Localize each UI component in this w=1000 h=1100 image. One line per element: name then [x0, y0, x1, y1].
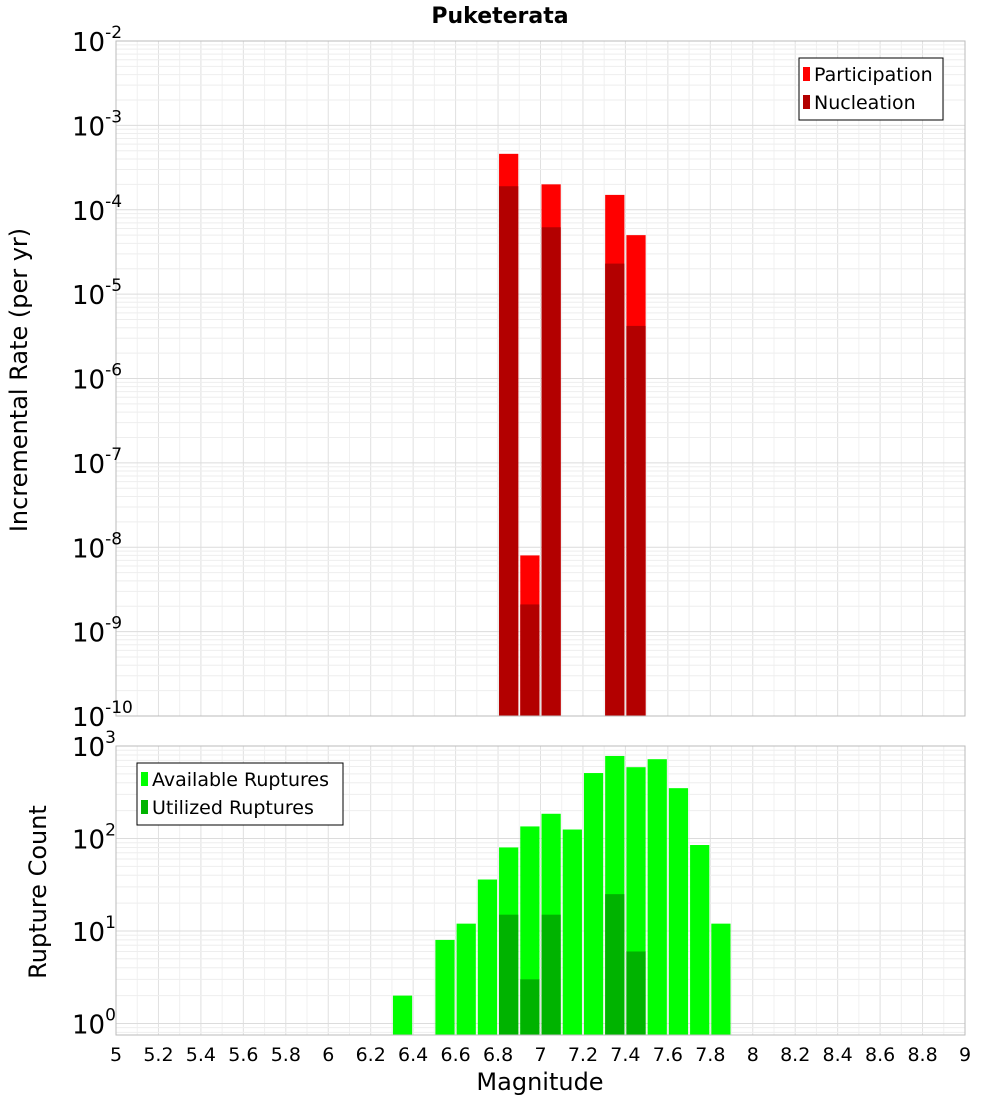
legend-swatch — [803, 67, 810, 81]
x-tick-label: 7 — [534, 1044, 546, 1066]
y-tick-label: 10-5 — [72, 276, 122, 311]
y-tick-label: 10-6 — [72, 361, 122, 396]
y-tick-label: 10-10 — [72, 698, 133, 733]
bottom-y-axis-label: Rupture Count — [24, 805, 52, 979]
bar-utilized-ruptures — [520, 979, 540, 1035]
bars — [499, 153, 646, 716]
x-tick-label: 8.2 — [780, 1044, 810, 1066]
x-tick-label: 8.6 — [865, 1044, 895, 1066]
x-tick-label: 5.2 — [143, 1044, 173, 1066]
y-tick-label: 10-4 — [72, 192, 122, 227]
bars — [392, 755, 731, 1035]
bar-available-ruptures — [711, 923, 731, 1035]
bar-nucleation — [605, 263, 625, 716]
y-tick-label: 102 — [72, 820, 116, 855]
bar-available-ruptures — [583, 773, 604, 1035]
grid — [116, 41, 965, 716]
bar-available-ruptures — [690, 845, 710, 1035]
x-tick-label: 9 — [959, 1044, 971, 1066]
legend-swatch — [141, 800, 148, 814]
x-tick-label: 7.4 — [610, 1044, 640, 1066]
bar-nucleation — [626, 325, 646, 716]
bar-utilized-ruptures — [499, 914, 519, 1035]
legend-label: Utilized Ruptures — [152, 797, 314, 819]
x-tick-label: 6.2 — [356, 1044, 386, 1066]
legend-label: Available Ruptures — [152, 769, 329, 791]
bar-nucleation — [499, 186, 519, 716]
y-tick-label: 100 — [72, 1005, 116, 1040]
x-tick-label: 8 — [747, 1044, 759, 1066]
legend-swatch — [141, 772, 148, 786]
chart-title: Puketerata — [431, 4, 568, 29]
y-tick-label: 10-8 — [72, 529, 122, 564]
bar-available-ruptures — [392, 995, 413, 1035]
bar-available-ruptures — [456, 923, 476, 1035]
x-tick-label: 6 — [322, 1044, 334, 1066]
legend: Available Ruptures Utilized Ruptures — [136, 762, 344, 826]
y-tick-label: 103 — [72, 728, 116, 763]
x-tick-label: 5 — [110, 1044, 122, 1066]
y-tick-label: 10-9 — [72, 614, 122, 649]
x-tick-label: 7.2 — [568, 1044, 598, 1066]
top-y-axis-label: Incremental Rate (per yr) — [5, 228, 33, 532]
x-axis-label: Magnitude — [476, 1068, 603, 1096]
legend-label: Participation — [814, 64, 933, 86]
bar-available-ruptures — [668, 788, 689, 1035]
bar-available-ruptures — [562, 829, 582, 1035]
bar-nucleation — [520, 604, 540, 716]
x-tick-label: 8.8 — [907, 1044, 937, 1066]
bar-available-ruptures — [435, 939, 455, 1035]
plot-border — [115, 745, 966, 1036]
y-tick-label: 10-2 — [72, 23, 122, 58]
x-tick-label: 6.6 — [440, 1044, 470, 1066]
bar-utilized-ruptures — [605, 894, 625, 1035]
x-tick-label: 5.6 — [228, 1044, 258, 1066]
top-panel: 10-10 10-9 10-8 10-7 10-6 10-5 10-4 10-3 10-2 Par… — [72, 23, 966, 733]
x-tick-label: 8.4 — [823, 1044, 853, 1066]
bar-utilized-ruptures — [541, 914, 561, 1035]
bar-available-ruptures — [647, 759, 667, 1035]
x-tick-label: 5.4 — [186, 1044, 216, 1066]
legend-label: Nucleation — [814, 92, 916, 114]
legend-box — [136, 762, 344, 826]
legend: Participation Nucleation — [798, 57, 944, 121]
y-tick-label: 10-3 — [72, 107, 122, 142]
x-tick-label: 6.4 — [398, 1044, 428, 1066]
x-tick-label: 7.6 — [653, 1044, 683, 1066]
legend-swatch — [803, 95, 810, 109]
bar-utilized-ruptures — [626, 951, 646, 1035]
bar-available-ruptures — [477, 879, 498, 1035]
plot-border — [115, 40, 966, 717]
bar-nucleation — [541, 227, 561, 716]
x-tick-label: 5.8 — [271, 1044, 301, 1066]
y-tick-label: 10-7 — [72, 445, 122, 480]
x-tick-label: 6.8 — [483, 1044, 513, 1066]
y-tick-label: 101 — [72, 913, 116, 948]
x-tick-label: 7.8 — [695, 1044, 725, 1066]
legend-box — [798, 57, 944, 121]
